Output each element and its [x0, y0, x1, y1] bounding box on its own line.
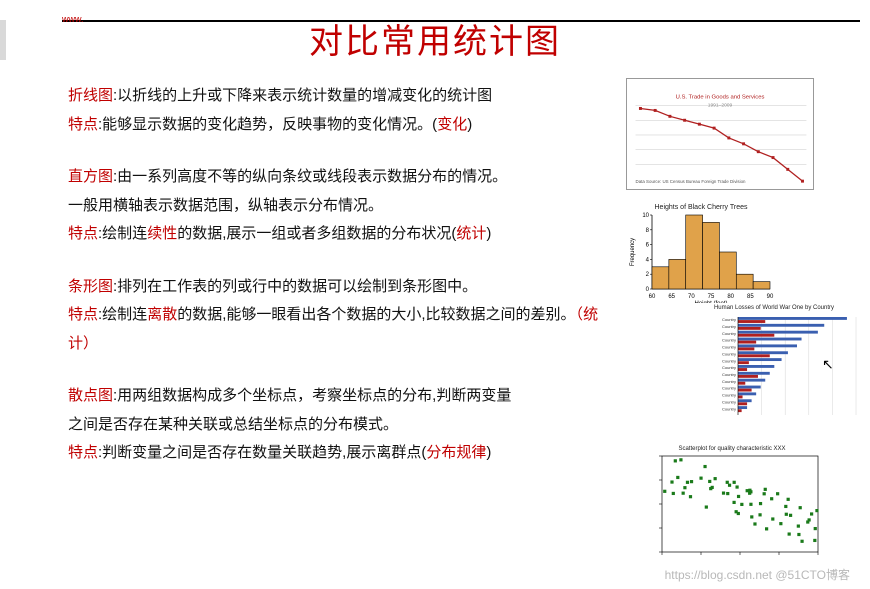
feature-inner-keyword: 续性: [147, 225, 177, 242]
svg-text:6: 6: [646, 243, 650, 249]
svg-text:70: 70: [688, 294, 695, 300]
svg-text:Country: Country: [722, 393, 736, 398]
svg-text:10: 10: [642, 213, 649, 219]
section-name: 折线图: [68, 87, 113, 104]
top-border: [62, 20, 860, 22]
left-accent: [0, 20, 6, 60]
section-line2: 一般用横轴表示数据范围，纵轴表示分布情况。: [68, 197, 383, 214]
scatter-thumbnail: Scatterplot for quality characteristic X…: [640, 444, 824, 574]
svg-text:Country: Country: [722, 317, 736, 322]
section-name: 散点图: [68, 387, 113, 404]
feature-label: 特点: [68, 306, 98, 323]
section-name: 条形图: [68, 278, 113, 295]
feature-label: 特点: [68, 225, 98, 242]
svg-text:U.S. Trade in Goods and Servic: U.S. Trade in Goods and Services: [676, 95, 765, 101]
feature-suffix: ): [486, 444, 491, 461]
feature-prefix: （: [576, 306, 584, 323]
svg-text:0: 0: [646, 287, 650, 293]
histogram-title: Heights of Black Cherry Trees: [626, 202, 776, 211]
svg-text:Country: Country: [722, 331, 736, 336]
svg-text:1991–2009: 1991–2009: [708, 103, 733, 109]
section-desc: :以折线的上升或下降来表示统计数量的增减变化的统计图: [113, 87, 492, 104]
svg-text:Frequency: Frequency: [630, 238, 636, 266]
section-line2: 之间是否存在某种关联或总结坐标点的分布模式。: [68, 416, 398, 433]
svg-text:Country: Country: [722, 399, 736, 404]
section-desc: :用两组数据构成多个坐标点，考察坐标点的分布,判断两变量: [113, 387, 511, 404]
feature-text-a: :绘制连: [98, 225, 147, 242]
svg-text:8: 8: [646, 228, 650, 234]
feature-keyword: 统计: [456, 225, 486, 242]
section-scatter: 散点图:用两组数据构成多个坐标点，考察坐标点的分布,判断两变量 之间是否存在某种…: [68, 382, 608, 468]
section-histogram: 直方图:由一系列高度不等的纵向条纹或线段表示数据分布的情况。 一般用横轴表示数据…: [68, 163, 608, 249]
section-desc: :排列在工作表的列或行中的数据可以绘制到条形图中。: [113, 278, 477, 295]
feature-inner-keyword: 离散: [147, 306, 177, 323]
feature-text-b: 的数据,展示一组或者多组数据的分布状况(: [177, 225, 456, 242]
svg-text:85: 85: [747, 294, 754, 300]
feature-text: :判断变量之间是否存在数量关联趋势,展示离群点(: [98, 444, 426, 461]
svg-text:Country: Country: [722, 338, 736, 343]
svg-text:Country: Country: [722, 358, 736, 363]
histogram-thumbnail: Heights of Black Cherry Trees 6065707580…: [626, 202, 776, 318]
feature-suffix: ): [486, 225, 491, 242]
section-bar-chart: 条形图:排列在工作表的列或行中的数据可以绘制到条形图中。 特点:绘制连离散的数据…: [68, 273, 608, 359]
feature-suffix: ): [467, 116, 472, 133]
svg-text:Country: Country: [722, 406, 736, 411]
svg-text:Country: Country: [722, 372, 736, 377]
svg-text:Data Source: US Census Bureau: Data Source: US Census Bureau Foreign Tr…: [636, 179, 747, 184]
feature-label: 特点: [68, 444, 98, 461]
section-desc: :由一系列高度不等的纵向条纹或线段表示数据分布的情况。: [113, 168, 507, 185]
svg-text:80: 80: [727, 294, 734, 300]
section-name: 直方图: [68, 168, 113, 185]
feature-keyword: 变化: [437, 116, 467, 133]
svg-text:Country: Country: [722, 345, 736, 350]
scatter-title: Scatterplot for quality characteristic X…: [640, 444, 824, 452]
line-chart-thumbnail: U.S. Trade in Goods and Services 1991–200…: [626, 78, 814, 190]
svg-text:Country: Country: [722, 379, 736, 384]
svg-text:75: 75: [708, 294, 715, 300]
feature-suffix: ）: [83, 335, 98, 352]
bar-chart-thumbnail: Human Losses of World War One by Country…: [688, 303, 860, 423]
svg-text:60: 60: [649, 294, 656, 300]
svg-text:4: 4: [646, 257, 650, 263]
svg-text:Country: Country: [722, 386, 736, 391]
feature-text-b: 的数据,能够一眼看出各个数据的大小,比较数据之间的差别。: [177, 306, 575, 323]
logo-text: www.: [62, 14, 84, 24]
feature-label: 特点: [68, 116, 98, 133]
svg-text:2: 2: [646, 272, 650, 278]
svg-text:Country: Country: [722, 365, 736, 370]
content-area: 折线图:以折线的上升或下降来表示统计数量的增减变化的统计图 特点:能够显示数据的…: [68, 82, 608, 468]
svg-text:Country: Country: [722, 324, 736, 329]
feature-text-a: :绘制连: [98, 306, 147, 323]
section-line-chart: 折线图:以折线的上升或下降来表示统计数量的增减变化的统计图 特点:能够显示数据的…: [68, 82, 608, 139]
svg-text:90: 90: [767, 294, 774, 300]
feature-keyword: 分布规律: [426, 444, 486, 461]
svg-text:Country: Country: [722, 351, 736, 356]
svg-text:65: 65: [668, 294, 675, 300]
bar-chart-title: Human Losses of World War One by Country: [688, 303, 860, 311]
feature-text: :能够显示数据的变化趋势，反映事物的变化情况。(: [98, 116, 437, 133]
